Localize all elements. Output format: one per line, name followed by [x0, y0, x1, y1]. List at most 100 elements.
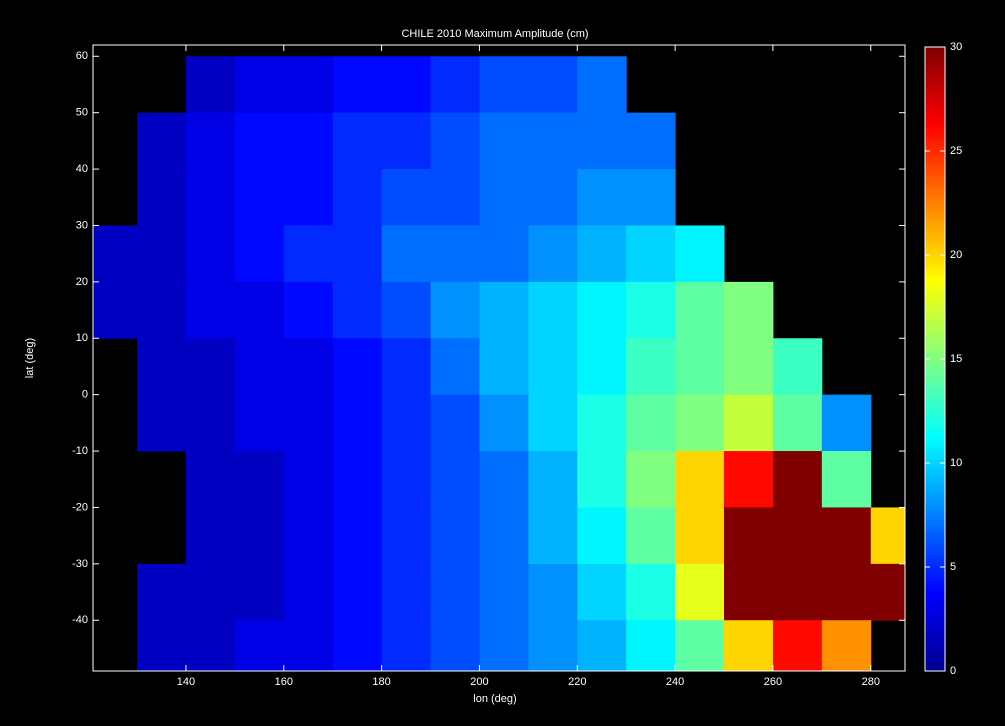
- heat-cell: [185, 225, 236, 283]
- heat-cell: [234, 169, 285, 226]
- heat-cell: [430, 225, 480, 283]
- heat-cell: [430, 338, 480, 396]
- heat-cell: [479, 169, 529, 226]
- heat-cell: [724, 507, 774, 565]
- heat-cell: [93, 225, 138, 283]
- heat-cell: [724, 394, 774, 452]
- heat-cell: [772, 507, 823, 565]
- heat-cell: [479, 225, 529, 283]
- heat-cell: [626, 112, 676, 170]
- y-tick-label: -10: [72, 445, 88, 457]
- heat-cell: [283, 56, 334, 114]
- heat-cell: [772, 563, 823, 621]
- heat-cell: [528, 620, 578, 671]
- heat-cell: [381, 281, 432, 339]
- x-tick-label: 240: [666, 676, 684, 688]
- heat-cell: [185, 281, 236, 339]
- heat-cell: [137, 281, 187, 339]
- heat-cell: [137, 563, 187, 621]
- heat-cell: [724, 451, 774, 508]
- y-tick-label: 60: [76, 50, 88, 62]
- heat-cell: [137, 338, 187, 396]
- y-tick-label: -20: [72, 501, 88, 513]
- heat-cell: [332, 112, 383, 170]
- heat-cell: [870, 507, 905, 565]
- heat-cell: [381, 451, 432, 508]
- y-tick-label: 0: [82, 389, 88, 401]
- heat-cell: [577, 169, 627, 226]
- colorbar-tick-label: 20: [950, 249, 962, 261]
- heat-cell: [185, 169, 236, 226]
- heat-cell: [381, 620, 432, 671]
- heat-cell: [821, 394, 872, 452]
- heat-cell: [234, 620, 285, 671]
- x-tick-label: 260: [764, 676, 782, 688]
- heat-cell: [332, 507, 383, 565]
- heat-cell: [332, 563, 383, 621]
- heat-cell: [283, 169, 334, 226]
- heat-cell: [185, 56, 236, 114]
- heat-cell: [381, 563, 432, 621]
- heat-cell: [430, 507, 480, 565]
- heat-cell: [577, 507, 627, 565]
- heat-cell: [528, 225, 578, 283]
- heat-cell: [283, 394, 334, 452]
- heat-cell: [626, 225, 676, 283]
- heat-cell: [430, 281, 480, 339]
- heat-cell: [821, 563, 872, 621]
- heat-cell: [430, 394, 480, 452]
- x-axis-label: lon (deg): [473, 693, 516, 705]
- heat-cell: [675, 394, 725, 452]
- heat-cell: [528, 338, 578, 396]
- heat-cell: [577, 281, 627, 339]
- heat-cell: [626, 281, 676, 339]
- heat-cell: [479, 620, 529, 671]
- heat-cell: [675, 507, 725, 565]
- heat-cell: [137, 394, 187, 452]
- x-tick-label: 220: [568, 676, 586, 688]
- colorbar-tick-label: 25: [950, 145, 962, 157]
- heat-cell: [626, 338, 676, 396]
- heat-cell: [185, 507, 236, 565]
- heat-cell: [381, 112, 432, 170]
- heat-cell: [137, 169, 187, 226]
- heat-cell: [234, 563, 285, 621]
- heat-cell: [577, 112, 627, 170]
- x-tick-label: 160: [275, 676, 293, 688]
- heat-cell: [577, 563, 627, 621]
- heat-cell: [577, 56, 627, 114]
- heat-cell: [332, 169, 383, 226]
- heat-cell: [234, 281, 285, 339]
- heat-cell: [772, 394, 823, 452]
- heat-cell: [528, 507, 578, 565]
- heat-cell: [430, 112, 480, 170]
- heat-cell: [332, 281, 383, 339]
- heat-cell: [821, 451, 872, 508]
- heat-cell: [185, 112, 236, 170]
- heat-cell: [185, 620, 236, 671]
- colorbar-tick-label: 5: [950, 561, 956, 573]
- heat-cell: [528, 394, 578, 452]
- colorbar-tick-label: 0: [950, 665, 956, 677]
- heat-cell: [185, 394, 236, 452]
- heat-cell: [772, 338, 823, 396]
- heat-cell: [626, 451, 676, 508]
- heat-cell: [137, 620, 187, 671]
- heat-cell: [332, 394, 383, 452]
- heat-cell: [626, 169, 676, 226]
- heat-cell: [479, 56, 529, 114]
- heat-cell: [626, 507, 676, 565]
- heat-cell: [577, 338, 627, 396]
- heat-cell: [332, 56, 383, 114]
- heat-cell: [675, 225, 725, 283]
- heat-cell: [528, 563, 578, 621]
- y-tick-label: -30: [72, 558, 88, 570]
- heat-cell: [772, 451, 823, 508]
- heat-cell: [821, 620, 872, 671]
- heat-cell: [283, 620, 334, 671]
- heat-cell: [234, 394, 285, 452]
- heat-cell: [283, 563, 334, 621]
- heat-cell: [479, 112, 529, 170]
- heat-cell: [332, 225, 383, 283]
